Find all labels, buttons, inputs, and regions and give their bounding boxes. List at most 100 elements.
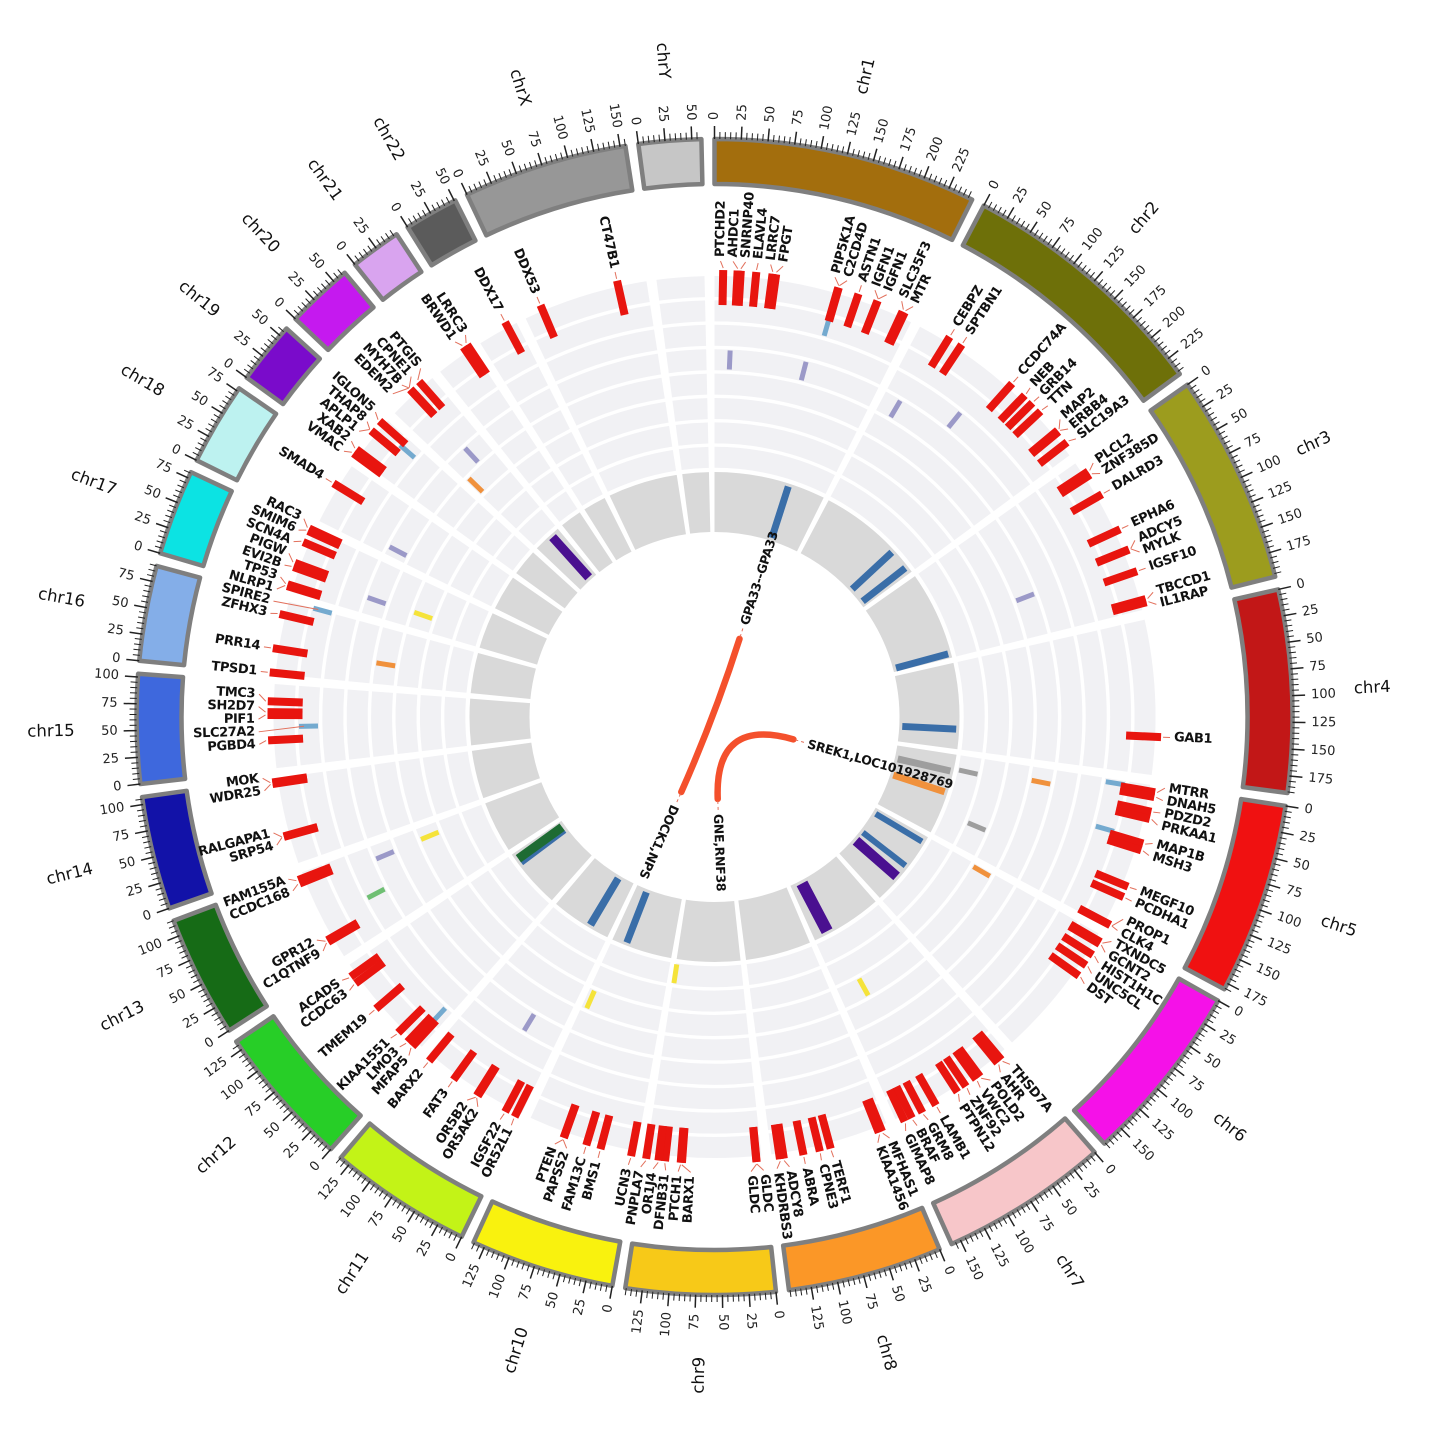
- axis-major-tick: [1215, 422, 1228, 431]
- gene-marker-bar: [718, 270, 728, 306]
- axis-tick-label: 100: [338, 1192, 365, 1221]
- axis-tick-label: 0: [169, 441, 183, 458]
- axis-tick-label: 125: [1311, 715, 1336, 730]
- axis-major-tick: [176, 471, 189, 479]
- axis-major-tick: [139, 577, 153, 583]
- axis-minor-tick: [1171, 358, 1178, 364]
- gene-marker-bar: [596, 1114, 614, 1151]
- gene-label: OR1J4: [640, 1171, 661, 1215]
- axis-tick-label: 50: [248, 307, 270, 329]
- gene-label-leader: [614, 271, 618, 279]
- cnv-track-bg: [485, 782, 560, 850]
- track-row-bg: [981, 651, 1010, 756]
- axis-minor-tick: [149, 563, 157, 567]
- axis-tick-label: 50: [1292, 856, 1312, 875]
- gene-marker-bar: [460, 344, 487, 379]
- chromosome-name: chr3: [1293, 427, 1334, 460]
- axis-tick-label: 75: [1242, 431, 1264, 452]
- axis-minor-tick: [1241, 954, 1249, 958]
- axis-minor-tick: [1101, 282, 1108, 289]
- axis-minor-tick: [508, 169, 512, 177]
- axis-minor-tick: [1085, 268, 1091, 275]
- axis-minor-tick: [789, 1289, 792, 1298]
- mutation-tick: [1015, 591, 1035, 604]
- track-row-bg: [531, 470, 565, 503]
- axis-tick-label: 175: [1141, 283, 1169, 311]
- axis-minor-tick: [429, 1221, 434, 1229]
- axis-minor-tick: [1047, 1188, 1053, 1195]
- axis-tick-label: 25: [284, 269, 306, 291]
- axis-major-tick: [246, 1070, 259, 1080]
- chromosome-arc-chr7: [930, 1116, 1097, 1247]
- track-row-bg: [882, 839, 950, 917]
- axis-minor-tick: [1160, 1084, 1167, 1090]
- track-row-bg: [765, 1081, 877, 1131]
- cnv-segment: [849, 549, 895, 592]
- track-row-bg: [338, 550, 379, 612]
- track-row-bg: [678, 446, 709, 470]
- gene-marker-bar: [1058, 471, 1093, 498]
- axis-minor-tick: [317, 1141, 324, 1148]
- axis-minor-tick: [1069, 1172, 1075, 1179]
- cnv-segment: [852, 837, 900, 881]
- axis-minor-tick: [1234, 968, 1242, 973]
- gene-label-leader: [263, 646, 271, 649]
- axis-major-tick: [1283, 612, 1297, 617]
- axis-tick-label: 75: [153, 456, 174, 477]
- axis-minor-tick: [1077, 1165, 1084, 1172]
- axis-tick-label: 100: [487, 1272, 510, 1301]
- track-row-bg: [662, 324, 707, 350]
- axis-major-tick: [1240, 471, 1253, 479]
- axis-minor-tick: [544, 156, 548, 164]
- axis-minor-tick: [219, 404, 226, 410]
- axis-minor-tick: [877, 155, 881, 163]
- axis-tick-label: 100: [99, 800, 126, 819]
- axis-minor-tick: [868, 1273, 872, 1281]
- gene-label-leader: [981, 1077, 991, 1081]
- axis-minor-tick: [167, 509, 175, 514]
- chromosome-name: chr11: [331, 1248, 373, 1298]
- gene-marker-bar: [286, 580, 323, 599]
- track-row-bg: [978, 519, 1048, 639]
- axis-minor-tick: [337, 269, 343, 276]
- axis-minor-tick: [805, 1287, 808, 1295]
- axis-minor-tick: [1143, 324, 1150, 331]
- axis-minor-tick: [542, 1269, 546, 1277]
- axis-minor-tick: [518, 165, 523, 173]
- axis-major-tick: [447, 188, 455, 202]
- axis-major-tick: [321, 1148, 332, 1160]
- cnv-segment: [896, 755, 952, 775]
- gene-marker-bar: [952, 1048, 980, 1082]
- gene-marker-bar: [307, 524, 343, 547]
- axis-major-tick: [1278, 585, 1292, 591]
- gene-marker-bar: [404, 1013, 435, 1045]
- axis-minor-tick: [1266, 888, 1274, 893]
- axis-minor-tick: [154, 545, 162, 549]
- gene-label-leader: [834, 276, 840, 286]
- axis-minor-tick: [389, 229, 395, 237]
- axis-minor-tick: [376, 239, 382, 246]
- gene-marker-bar: [770, 1123, 784, 1160]
- axis-minor-tick: [160, 902, 168, 907]
- axis-minor-tick: [222, 400, 229, 405]
- axis-minor-tick: [1147, 328, 1153, 335]
- track-row-bg: [1076, 630, 1107, 769]
- track-row-bg: [540, 1076, 645, 1128]
- axis-minor-tick: [883, 1269, 887, 1277]
- axis-major-tick: [1120, 1127, 1131, 1138]
- track-row-bg: [346, 689, 371, 760]
- axis-minor-tick: [1252, 504, 1260, 508]
- track-row-bg: [324, 856, 383, 944]
- axis-minor-tick: [1089, 272, 1096, 278]
- chromosome-arc-chr9: [622, 1241, 779, 1298]
- axis-minor-tick: [1265, 540, 1273, 544]
- track-row-bg: [577, 401, 669, 448]
- axis-tick-label: 75: [516, 1282, 535, 1302]
- gene-label-leader: [1153, 811, 1161, 814]
- axis-minor-tick: [1192, 1041, 1199, 1047]
- cnv-track-bg: [865, 576, 953, 673]
- axis-minor-tick: [302, 1126, 308, 1133]
- axis-tick-label: 50: [167, 986, 189, 1007]
- chromosome-arc-chr6: [1071, 976, 1221, 1146]
- mutation-tick: [1031, 777, 1051, 787]
